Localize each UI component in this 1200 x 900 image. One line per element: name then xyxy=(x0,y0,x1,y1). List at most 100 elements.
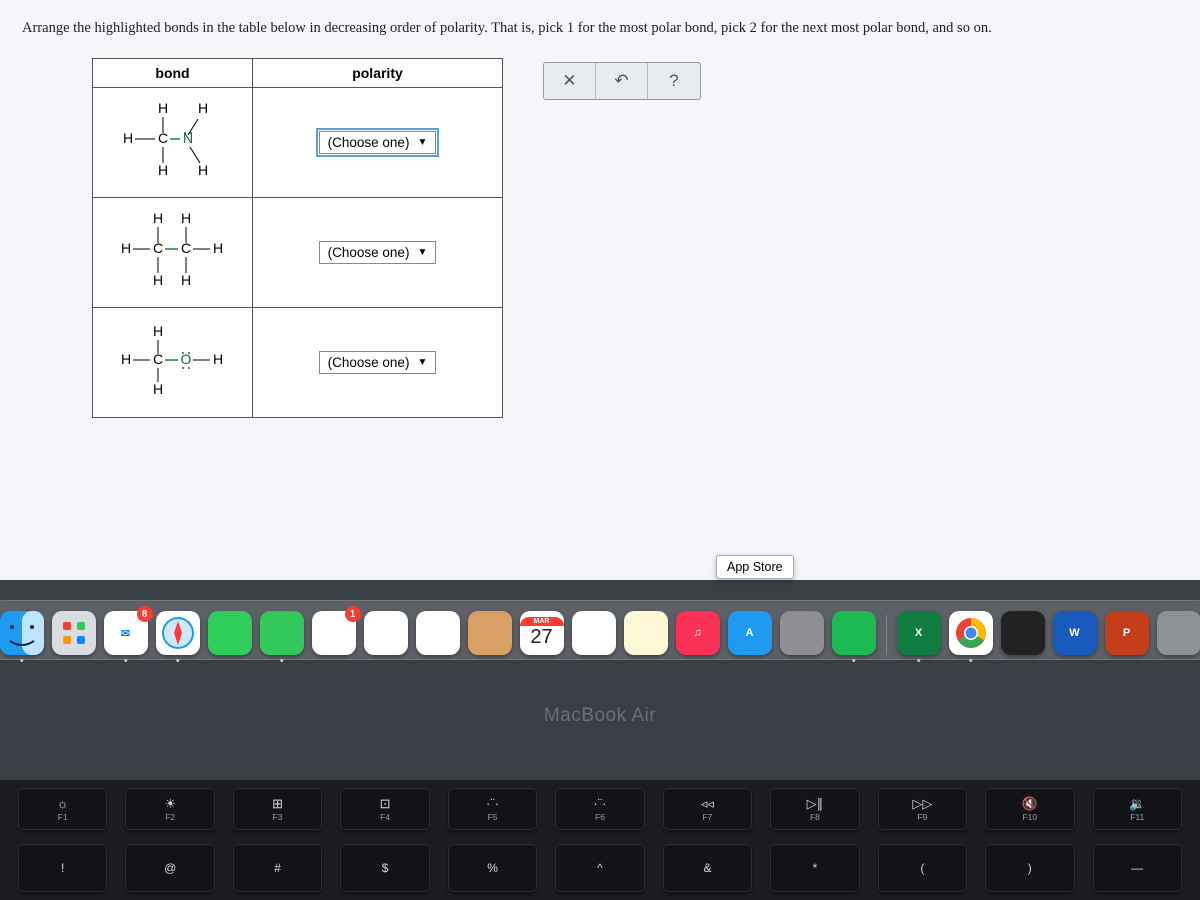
dock-app-messages[interactable] xyxy=(260,611,304,655)
instr-part3: for the next most polar bond, and so on. xyxy=(757,20,992,36)
key-sym-2[interactable]: # xyxy=(233,844,322,892)
dock-app-settings[interactable] xyxy=(780,611,824,655)
dock-app-notes[interactable] xyxy=(624,611,668,655)
table-row: H H H C N xyxy=(93,87,503,197)
dock-app-chrome[interactable] xyxy=(949,611,993,655)
undo-icon: ↶ xyxy=(614,71,628,91)
dropdown-label: (Choose one) xyxy=(328,135,410,150)
key-sym-0[interactable]: ! xyxy=(18,844,107,892)
table-row: HH H C C H xyxy=(93,197,503,307)
keyboard: ☼F1 ☀F2 ⊞F3 ⊡F4 ·¨·F5 ·¨·F6 ◃◃F7 ▷∥F8 ▷▷F9 🔇F10 🔉F… xyxy=(0,780,1200,900)
svg-text:H: H xyxy=(157,162,167,178)
dock-app-spotify[interactable] xyxy=(832,611,876,655)
dock-tooltip: App Store xyxy=(716,555,794,579)
quiz-panel: Arrange the highlighted bonds in the tab… xyxy=(0,0,1200,580)
dock-app-maps[interactable] xyxy=(364,611,408,655)
key-f11[interactable]: 🔉F11 xyxy=(1093,788,1182,830)
polarity-cell-3: (Choose one) ▼ xyxy=(253,307,503,417)
key-f9[interactable]: ▷▷F9 xyxy=(878,788,967,830)
running-dot xyxy=(917,659,921,663)
key-f7[interactable]: ◃◃F7 xyxy=(663,788,752,830)
dock-app-safari[interactable] xyxy=(156,611,200,655)
dock-app-app1[interactable]: 1 xyxy=(312,611,356,655)
key-f2[interactable]: ☀F2 xyxy=(125,788,214,830)
macos-dock: ✉8 1 MAR27 ♫A X WP xyxy=(0,600,1200,660)
instr-num-1: 1 xyxy=(567,20,574,36)
chevron-down-icon: ▼ xyxy=(417,357,427,368)
svg-text:H: H xyxy=(180,210,190,226)
key-f4[interactable]: ⊡F4 xyxy=(340,788,429,830)
dock-app-excel[interactable]: X xyxy=(897,611,941,655)
molecule-svg-co: H H C O H xyxy=(108,320,238,400)
running-dot xyxy=(969,659,973,663)
molecule-svg-cc: HH H C C H xyxy=(108,205,238,295)
dropdown-label: (Choose one) xyxy=(328,245,410,260)
dock-app-mail[interactable]: ✉8 xyxy=(104,611,148,655)
key-sym-8[interactable]: ( xyxy=(878,844,967,892)
running-dot xyxy=(852,659,856,663)
key-f8[interactable]: ▷∥F8 xyxy=(770,788,859,830)
dock-app-contacts[interactable] xyxy=(468,611,512,655)
col-header-bond: bond xyxy=(93,58,253,87)
dock-separator xyxy=(886,615,887,655)
dock-app-music[interactable]: ♫ xyxy=(676,611,720,655)
key-sym-9[interactable]: ) xyxy=(985,844,1074,892)
svg-text:H: H xyxy=(212,240,222,256)
polarity-cell-2: (Choose one) ▼ xyxy=(253,197,503,307)
key-f10[interactable]: 🔇F10 xyxy=(985,788,1074,830)
polarity-dropdown-2[interactable]: (Choose one) ▼ xyxy=(319,241,437,264)
dock-app-reminders[interactable] xyxy=(572,611,616,655)
key-sym-10[interactable]: — xyxy=(1093,844,1182,892)
key-sym-4[interactable]: % xyxy=(448,844,537,892)
dock-app-launchpad[interactable] xyxy=(52,611,96,655)
help-button[interactable]: ? xyxy=(648,63,700,99)
bond-polarity-table: bond polarity H H H xyxy=(92,58,503,418)
dock-app-facetime[interactable] xyxy=(208,611,252,655)
key-f5[interactable]: ·¨·F5 xyxy=(448,788,537,830)
undo-button[interactable]: ↶ xyxy=(596,63,648,99)
instr-part2: for the most polar bond, pick xyxy=(574,20,750,36)
dropdown-label: (Choose one) xyxy=(328,355,410,370)
instr-num-2: 2 xyxy=(750,20,757,36)
dock-container: ✉8 1 MAR27 ♫A X WP xyxy=(0,600,1200,660)
svg-text:H: H xyxy=(197,100,207,116)
svg-text:H: H xyxy=(152,381,162,397)
bond-structure-1: H H H C N xyxy=(93,87,253,197)
polarity-dropdown-3[interactable]: (Choose one) ▼ xyxy=(319,351,437,374)
svg-text:H: H xyxy=(152,323,162,339)
instr-part1: Arrange the highlighted bonds in the tab… xyxy=(22,20,567,36)
dock-app-appstore[interactable]: A xyxy=(728,611,772,655)
key-sym-6[interactable]: & xyxy=(663,844,752,892)
dock-app-ppt[interactable]: P xyxy=(1105,611,1149,655)
dock-app-photos[interactable] xyxy=(416,611,460,655)
running-dot xyxy=(20,659,24,663)
svg-text:H: H xyxy=(120,351,130,367)
key-f3[interactable]: ⊞F3 xyxy=(233,788,322,830)
svg-text:H: H xyxy=(152,210,162,226)
key-f1[interactable]: ☼F1 xyxy=(18,788,107,830)
chevron-down-icon: ▼ xyxy=(417,137,427,148)
dock-app-word[interactable]: W xyxy=(1053,611,1097,655)
clear-button[interactable]: ✕ xyxy=(544,63,596,99)
dock-app-game[interactable] xyxy=(1001,611,1045,655)
svg-text:C: C xyxy=(152,351,162,367)
device-label: MacBook Air xyxy=(0,705,1200,727)
key-sym-1[interactable]: @ xyxy=(125,844,214,892)
dock-app-calendar[interactable]: MAR27 xyxy=(520,611,564,655)
chevron-down-icon: ▼ xyxy=(417,247,427,258)
key-f6[interactable]: ·¨·F6 xyxy=(555,788,644,830)
tooltip-text: App Store xyxy=(727,560,783,574)
polarity-dropdown-1[interactable]: (Choose one) ▼ xyxy=(319,131,437,154)
running-dot xyxy=(280,659,284,663)
key-sym-3[interactable]: $ xyxy=(340,844,429,892)
key-sym-5[interactable]: ^ xyxy=(555,844,644,892)
svg-text:H: H xyxy=(122,130,132,146)
dock-app-finder[interactable] xyxy=(0,611,44,655)
table-row: H H C O H xyxy=(93,307,503,417)
svg-text:C: C xyxy=(157,130,167,146)
svg-text:H: H xyxy=(180,272,190,288)
key-sym-7[interactable]: * xyxy=(770,844,859,892)
keyboard-fn-row: ☼F1 ☀F2 ⊞F3 ⊡F4 ·¨·F5 ·¨·F6 ◃◃F7 ▷∥F8 ▷▷F9 🔇F10 🔉F… xyxy=(18,788,1182,830)
dock-app-trash[interactable] xyxy=(1157,611,1200,655)
svg-text:C: C xyxy=(152,240,162,256)
